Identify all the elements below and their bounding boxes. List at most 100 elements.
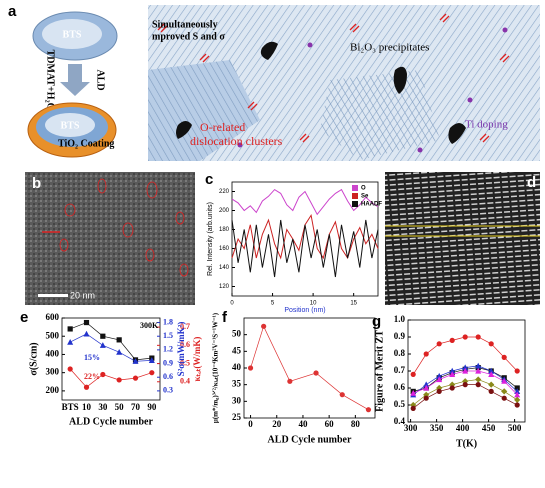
x-tick-label: BTS (62, 402, 79, 412)
panel-label: b (32, 175, 41, 192)
marker (436, 388, 442, 394)
y-tick-label: 0.5 (394, 399, 406, 409)
x-tick-label: 70 (131, 402, 141, 412)
y-axis-label: Rel. Intensity (arb.units) (207, 202, 214, 276)
marker (83, 384, 90, 390)
marker (410, 389, 417, 396)
y-tick-label: 180 (219, 227, 230, 233)
marker (449, 371, 456, 377)
dopants (237, 27, 508, 153)
reagent: TDMAT+H₂O (45, 50, 56, 111)
legend-swatch (352, 193, 358, 199)
marker (514, 396, 521, 403)
marker (501, 388, 508, 395)
x-tick-label: 0 (230, 301, 234, 307)
annotation: 15% (84, 353, 100, 362)
y-tick-label: 220 (219, 189, 230, 195)
marker (132, 375, 139, 381)
marker (514, 391, 521, 398)
y3-tick-label: 0.4 (180, 377, 190, 386)
y3-axis-label: κₜₒₜ(W/mK) (192, 337, 202, 382)
coating-label: TiO₂ Coating (58, 138, 114, 149)
marker (462, 364, 469, 371)
x-tick-label: 300 (404, 423, 418, 433)
marker (423, 391, 430, 398)
marker (83, 330, 90, 337)
marker (100, 333, 106, 339)
marker (488, 367, 495, 374)
panel-d: d (385, 172, 540, 305)
x-tick-label: 400 (456, 423, 470, 433)
marker (287, 378, 293, 384)
scale-bar (38, 294, 68, 297)
marker (410, 405, 416, 411)
plot-frame (243, 317, 376, 419)
y3-tick-label: 0.6 (180, 340, 190, 349)
marker (488, 381, 495, 388)
legend-swatch (352, 201, 358, 207)
series-line (231, 213, 379, 260)
legend-label: O (361, 186, 366, 192)
marker (514, 385, 520, 391)
x-tick-label: 10 (82, 402, 92, 412)
annotation: O-related (200, 120, 245, 134)
y-tick-label: 400 (46, 349, 60, 359)
series-line (69, 368, 152, 388)
clusters (59, 178, 189, 277)
panel-a: a BTS TDMAT+H₂O ALD BTS TiO₂ Coating (8, 3, 540, 161)
marker (365, 407, 372, 413)
y-tick-label: 160 (219, 246, 230, 252)
x-tick-label: 60 (325, 419, 335, 429)
disk-core (42, 19, 102, 49)
marker (423, 381, 430, 388)
marker (132, 358, 139, 364)
x-axis-label: ALD Cycle number (268, 434, 352, 445)
marker (116, 337, 122, 343)
y-tick-label: 0.9 (394, 331, 406, 341)
core-label: BTS (61, 120, 80, 131)
precipitate (393, 66, 407, 94)
panel-label: f (222, 309, 228, 326)
marker (99, 342, 106, 348)
marker (436, 341, 442, 347)
marker (436, 372, 443, 379)
x-tick-label: 20 (272, 419, 282, 429)
y-tick-label: 25 (232, 412, 242, 422)
y-axis-label: μ(m*/m₀)³ᐟ²/κₗₐₜ(10⁻⁴Km²V⁻¹S⁻¹W⁻¹) (212, 312, 220, 423)
marker (475, 362, 482, 369)
y-tick-label: 200 (46, 385, 60, 395)
x-tick-label: 10 (310, 301, 317, 307)
marker (501, 354, 507, 360)
marker (462, 367, 469, 374)
marker (436, 376, 443, 383)
series-line (231, 188, 379, 216)
marker (313, 370, 319, 376)
y-tick-label: 0.8 (394, 348, 406, 358)
series-line (231, 219, 379, 278)
marker (514, 388, 521, 394)
x-tick-label: 30 (98, 402, 108, 412)
marker (410, 371, 416, 377)
marker (116, 348, 123, 355)
annotation: Ti doping (465, 119, 508, 131)
marker (116, 377, 122, 383)
micrograph (25, 172, 195, 305)
y-tick-label: 35 (232, 379, 242, 389)
marker (100, 371, 106, 378)
marker (423, 384, 430, 391)
marker (449, 381, 456, 388)
y2-tick-label: 0.6 (163, 372, 173, 381)
plot-frame (61, 317, 161, 401)
y-tick-label: 120 (219, 284, 230, 290)
y-tick-label: 200 (219, 208, 230, 214)
y-tick-label: 300 (46, 367, 60, 377)
marker (149, 370, 155, 376)
x-tick-label: 0 (248, 419, 253, 429)
marker (475, 367, 482, 374)
precipitate (260, 41, 278, 60)
precipitate (448, 123, 466, 144)
y2-tick-label: 0.3 (163, 386, 173, 395)
legend-swatch (352, 185, 358, 191)
marker (67, 366, 73, 372)
x-tick-label: 5 (271, 301, 275, 307)
